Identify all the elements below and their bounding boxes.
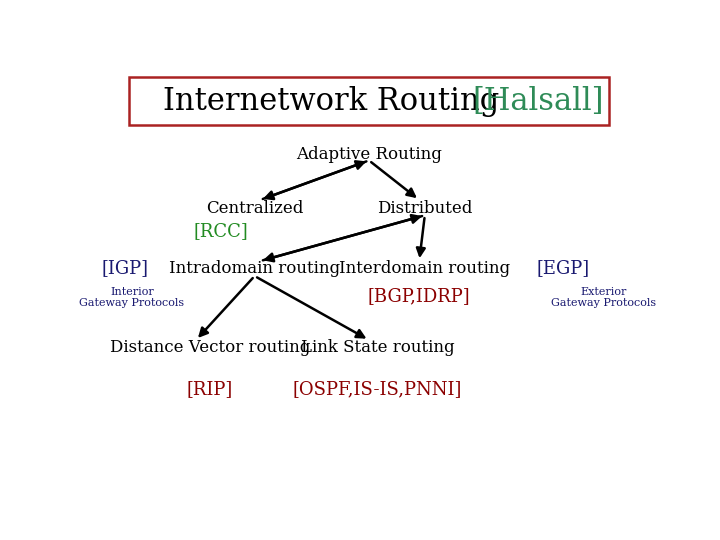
Text: [OSPF,IS-IS,PNNI]: [OSPF,IS-IS,PNNI] [293, 380, 462, 398]
Text: [BGP,IDRP]: [BGP,IDRP] [368, 287, 471, 305]
Text: Distance Vector routing: Distance Vector routing [109, 339, 310, 356]
Text: [EGP]: [EGP] [536, 260, 590, 278]
Text: [IGP]: [IGP] [102, 260, 148, 278]
Text: Internetwork Routing: Internetwork Routing [163, 86, 508, 117]
Text: Adaptive Routing: Adaptive Routing [296, 146, 442, 163]
Text: Exterior
Gateway Protocols: Exterior Gateway Protocols [551, 287, 656, 308]
Text: Link State routing: Link State routing [300, 339, 454, 356]
Text: Intradomain routing: Intradomain routing [169, 260, 340, 277]
Text: [RIP]: [RIP] [187, 380, 233, 398]
Text: Interdomain routing: Interdomain routing [339, 260, 510, 277]
Text: Interior
Gateway Protocols: Interior Gateway Protocols [79, 287, 184, 308]
Text: [RCC]: [RCC] [194, 222, 248, 240]
Text: Distributed: Distributed [377, 200, 472, 217]
FancyBboxPatch shape [129, 77, 609, 125]
Text: Centralized: Centralized [206, 200, 303, 217]
Text: [Halsall]: [Halsall] [472, 86, 604, 117]
